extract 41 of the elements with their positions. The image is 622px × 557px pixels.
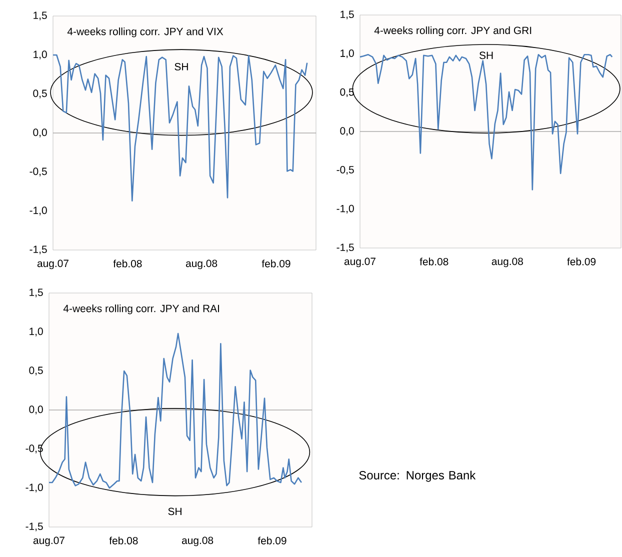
y-tick-label: -1,5 [26, 522, 43, 532]
x-tick-label: feb.09 [567, 258, 596, 266]
x-tick-label: feb.09 [258, 536, 286, 544]
y-tick-label: -1,0 [26, 484, 43, 492]
x-tick-label: aug.07 [344, 258, 376, 268]
y-tick-label: -1,0 [30, 206, 47, 216]
y-tick-label: 0,5 [33, 90, 47, 98]
y-tick-label: 1,0 [30, 328, 43, 336]
y-tick-label: 0,0 [29, 406, 43, 414]
text: 4-weeks rolling corr. JPY and RAI [63, 304, 219, 314]
x-tick-label: feb.09 [262, 260, 290, 268]
line-series [48, 332, 302, 489]
y-tick-label: 1,0 [340, 50, 354, 58]
y-tick-label: 1,5 [30, 288, 43, 298]
x-tick-label: feb.08 [420, 258, 448, 266]
y-tick-label: 1,0 [34, 50, 47, 60]
x-tick-label: feb.08 [113, 260, 142, 268]
y-tick-label: -0,5 [30, 168, 47, 176]
x-tick-label: aug.07 [33, 536, 64, 546]
annotation: SH [174, 63, 188, 70]
y-tick-label: -1,5 [30, 246, 47, 254]
y-tick-label: -1,5 [336, 244, 354, 252]
annotation: SH [479, 52, 493, 60]
source-note: Source: Norges Bank [359, 470, 476, 482]
y-tick-label: 0,5 [29, 366, 43, 376]
x-tick-label: feb.08 [109, 536, 138, 544]
text: 4-weeks rolling corr. JPY and VIX [67, 28, 224, 38]
line-series [52, 54, 308, 202]
x-tick-label: aug.07 [37, 260, 68, 270]
y-tick-label: 0,0 [33, 128, 47, 138]
y-tick-label: 1,5 [340, 10, 354, 20]
x-tick-label: aug.08 [182, 536, 214, 546]
line-series [359, 54, 613, 190]
y-tick-label: -1,0 [336, 204, 354, 214]
text: 4-weeks rolling corr. JPY and GRI [374, 26, 532, 36]
annotation: SH [168, 508, 182, 516]
x-tick-label: aug.08 [186, 260, 218, 270]
x-tick-label: aug.08 [492, 258, 523, 268]
y-tick-label: 0,0 [340, 127, 354, 136]
y-tick-label: 1,5 [34, 12, 47, 20]
y-tick-label: -0,5 [336, 166, 354, 175]
